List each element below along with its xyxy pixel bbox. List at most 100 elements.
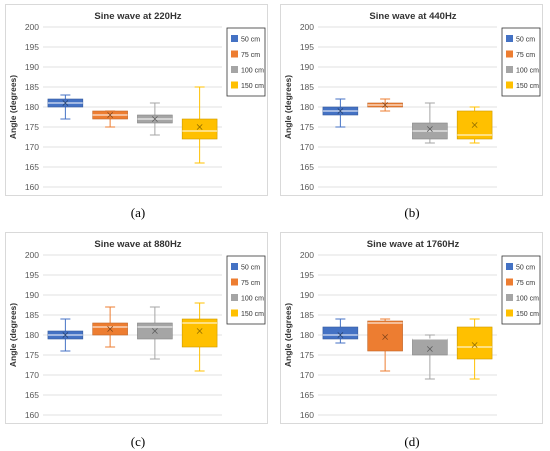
- legend-swatch: [231, 66, 238, 73]
- y-tick-label: 165: [25, 162, 39, 172]
- legend-swatch: [506, 81, 513, 89]
- box-100-cm: [137, 306, 173, 360]
- box-iqr: [412, 338, 448, 356]
- y-tick-label: 195: [25, 270, 39, 280]
- legend-label: 150 cm: [241, 311, 264, 318]
- legend-label: 75 cm: [516, 52, 535, 59]
- legend: 50 cm 75 cm 100 cm 150 cm: [501, 27, 541, 97]
- mean-marker: [426, 346, 433, 352]
- y-axis-label: Angle (degrees): [8, 75, 18, 139]
- y-tick-label: 170: [300, 370, 314, 380]
- chart-title: Sine wave at 880Hz: [94, 239, 181, 250]
- box-iqr: [322, 326, 359, 340]
- y-tick-label: 175: [25, 122, 39, 132]
- legend-swatch: [231, 263, 238, 270]
- y-tick-label: 195: [300, 270, 314, 280]
- caption-c: (c): [130, 434, 146, 449]
- y-tick-label: 195: [25, 42, 39, 52]
- chart-title: Sine wave at 440Hz: [369, 11, 456, 22]
- legend-swatch: [506, 263, 513, 270]
- box-50-cm: [47, 94, 84, 120]
- box-100-cm: [412, 102, 448, 144]
- legend: 50 cm 75 cm 100 cm 150 cm: [501, 255, 541, 325]
- legend-swatch: [506, 294, 513, 301]
- legend-swatch: [231, 50, 238, 58]
- chart-panel-c: Sine wave at 880Hz 160 165 170 175 180 185 190 1…: [5, 232, 268, 424]
- legend-label: 100 cm: [241, 68, 264, 75]
- y-tick-label: 165: [300, 390, 314, 400]
- chart-panel-a: Sine wave at 220Hz 160 165 170 175 180 185 190 1…: [5, 4, 268, 196]
- mean-marker: [107, 326, 114, 332]
- legend-label: 50 cm: [241, 37, 260, 44]
- box-plot-1760hz: Sine wave at 1760Hz 160 165 170 175 180 185 190…: [283, 239, 541, 420]
- y-tick-label: 190: [300, 62, 314, 72]
- box-150-cm: [456, 318, 493, 380]
- chart-title: Sine wave at 1760Hz: [367, 239, 460, 250]
- legend-swatch: [506, 309, 513, 317]
- legend: 50 cm 75 cm 100 cm 150 cm: [226, 27, 266, 97]
- mean-marker: [382, 334, 389, 340]
- mean-marker: [62, 332, 69, 338]
- y-tick-label: 170: [25, 142, 39, 152]
- y-tick-label: 200: [300, 22, 314, 32]
- legend: 50 cm 75 cm 100 cm 150 cm: [226, 255, 266, 325]
- mean-marker: [107, 112, 114, 118]
- caption-d: (d): [404, 434, 420, 449]
- mean-marker: [196, 328, 203, 334]
- box-50-cm: [47, 318, 84, 352]
- y-axis-label: Angle (degrees): [283, 303, 293, 367]
- box-75-cm: [92, 306, 128, 348]
- box-75-cm: [367, 318, 403, 372]
- legend-swatch: [231, 35, 238, 42]
- box-100-cm: [137, 102, 173, 136]
- mean-marker: [62, 100, 69, 106]
- box-iqr: [181, 318, 218, 348]
- y-tick-label: 175: [25, 350, 39, 360]
- mean-marker: [337, 332, 344, 338]
- caption-b: (b): [404, 205, 420, 220]
- box-plot-220hz: Sine wave at 220Hz 160 165 170 175 180 185 190 1…: [8, 11, 266, 192]
- legend-swatch: [506, 50, 513, 58]
- y-tick-label: 200: [25, 22, 39, 32]
- box-150-cm: [181, 86, 218, 164]
- y-tick-label: 160: [25, 182, 39, 192]
- caption-a: (a): [130, 205, 146, 220]
- box-50-cm: [322, 98, 359, 128]
- y-tick-label: 185: [300, 310, 314, 320]
- chart-panel-d: Sine wave at 1760Hz 160 165 170 175 180 185 190…: [280, 232, 543, 424]
- box-150-cm: [181, 302, 218, 372]
- y-tick-label: 185: [300, 82, 314, 92]
- y-axis-label: Angle (degrees): [283, 75, 293, 139]
- y-tick-label: 160: [25, 410, 39, 420]
- y-tick-label: 180: [25, 330, 39, 340]
- y-tick-label: 175: [300, 122, 314, 132]
- box-iqr: [181, 118, 218, 140]
- legend-label: 50 cm: [241, 265, 260, 272]
- legend-label: 100 cm: [516, 296, 539, 303]
- box-plot-440hz: Sine wave at 440Hz 160 165 170 175 180 185 190 1…: [283, 11, 541, 192]
- legend-label: 50 cm: [516, 37, 535, 44]
- legend-label: 150 cm: [516, 83, 539, 90]
- y-tick-label: 185: [25, 82, 39, 92]
- box-75-cm: [367, 98, 403, 112]
- y-tick-label: 190: [25, 290, 39, 300]
- legend-swatch: [506, 66, 513, 73]
- mean-marker: [196, 124, 203, 130]
- legend-label: 75 cm: [241, 280, 260, 287]
- y-tick-label: 200: [300, 250, 314, 260]
- box-iqr: [456, 326, 493, 360]
- y-tick-label: 180: [25, 102, 39, 112]
- box-50-cm: [322, 318, 359, 344]
- y-tick-label: 190: [25, 62, 39, 72]
- legend-label: 150 cm: [241, 83, 264, 90]
- legend-swatch: [231, 294, 238, 301]
- y-tick-label: 170: [300, 142, 314, 152]
- y-tick-label: 165: [25, 390, 39, 400]
- y-tick-label: 195: [300, 42, 314, 52]
- box-75-cm: [92, 110, 128, 128]
- legend-label: 100 cm: [516, 68, 539, 75]
- y-tick-label: 160: [300, 410, 314, 420]
- box-iqr: [367, 320, 403, 352]
- mean-marker: [382, 102, 389, 108]
- legend-swatch: [231, 81, 238, 89]
